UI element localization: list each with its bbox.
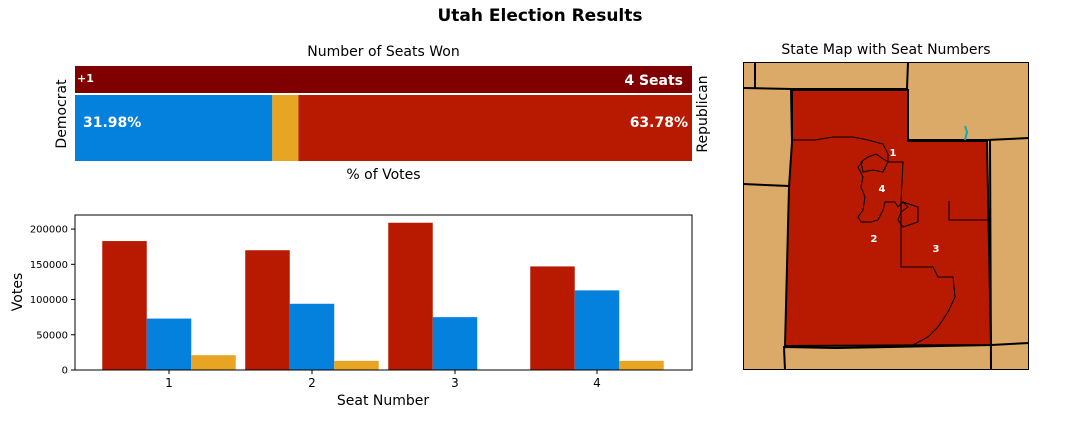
lake-mark <box>964 125 969 141</box>
utah-state-shape <box>783 89 993 348</box>
district-boundaries <box>792 136 988 346</box>
x-tick-label: 3 <box>451 376 459 390</box>
republican-axis-label: Republican <box>695 75 711 153</box>
other-vote-bar <box>272 95 299 161</box>
plot-frame <box>74 214 693 371</box>
democrat-axis-label: Democrat <box>54 79 70 149</box>
y-tick-label: 0 <box>62 366 68 377</box>
y-tick-label: 150000 <box>30 260 68 271</box>
bar-seat-2-series-1 <box>245 250 290 370</box>
y-ticks: 0 50000 100000 150000 200000 <box>30 225 75 377</box>
y-tick-label: 50000 <box>36 330 68 341</box>
x-tick-label: 4 <box>593 376 601 390</box>
bars-group <box>102 222 664 370</box>
bar-seat-1-series-1 <box>102 241 147 370</box>
seats-chart: +1 4 Seats 31.98% 63.78% <box>75 66 692 161</box>
bar-seat-4-series-1 <box>530 266 575 370</box>
y-tick-label: 100000 <box>30 295 68 306</box>
rep-pct-label: 63.78% <box>630 115 688 131</box>
x-tick-label: 2 <box>308 376 316 390</box>
y-tick-label: 200000 <box>30 225 68 236</box>
district-label-2: 2 <box>871 234 878 245</box>
district-label-4: 4 <box>879 184 886 195</box>
map-frame <box>743 62 1029 370</box>
x-ticks: 1 2 3 4 <box>165 370 601 390</box>
dem-vote-bar <box>75 95 273 161</box>
seat-number-xlabel: Seat Number <box>337 393 430 409</box>
figure-title: Utah Election Results <box>437 6 643 26</box>
bar-seat-4-series-2 <box>574 290 620 370</box>
district-label-3: 3 <box>933 244 940 255</box>
votes-ylabel: Votes <box>10 273 26 311</box>
votes-bar-chart: 0 50000 100000 150000 200000 1 2 3 4 Votes Seat… <box>10 214 693 409</box>
bar-seat-2-series-3 <box>334 360 379 370</box>
bar-seat-3-series-1 <box>388 222 433 370</box>
x-tick-label: 1 <box>165 376 173 390</box>
state-map: 1 4 2 3 <box>743 62 1029 370</box>
bar-seat-2-series-2 <box>289 303 335 370</box>
seats-chart-title: Number of Seats Won <box>307 44 460 60</box>
seats-won-bar <box>75 66 692 93</box>
bar-seat-4-series-3 <box>619 360 664 370</box>
votes-pct-xlabel: % of Votes <box>346 167 421 183</box>
bar-seat-1-series-3 <box>191 355 236 370</box>
bar-seat-1-series-2 <box>146 318 192 370</box>
seat-gain-label: +1 <box>77 72 94 85</box>
seat-count-label: 4 Seats <box>624 73 683 89</box>
map-title: State Map with Seat Numbers <box>781 42 991 58</box>
district-label-1: 1 <box>890 148 897 159</box>
rep-vote-bar <box>298 95 692 161</box>
dem-pct-label: 31.98% <box>83 115 141 131</box>
bar-seat-3-series-2 <box>432 317 478 370</box>
